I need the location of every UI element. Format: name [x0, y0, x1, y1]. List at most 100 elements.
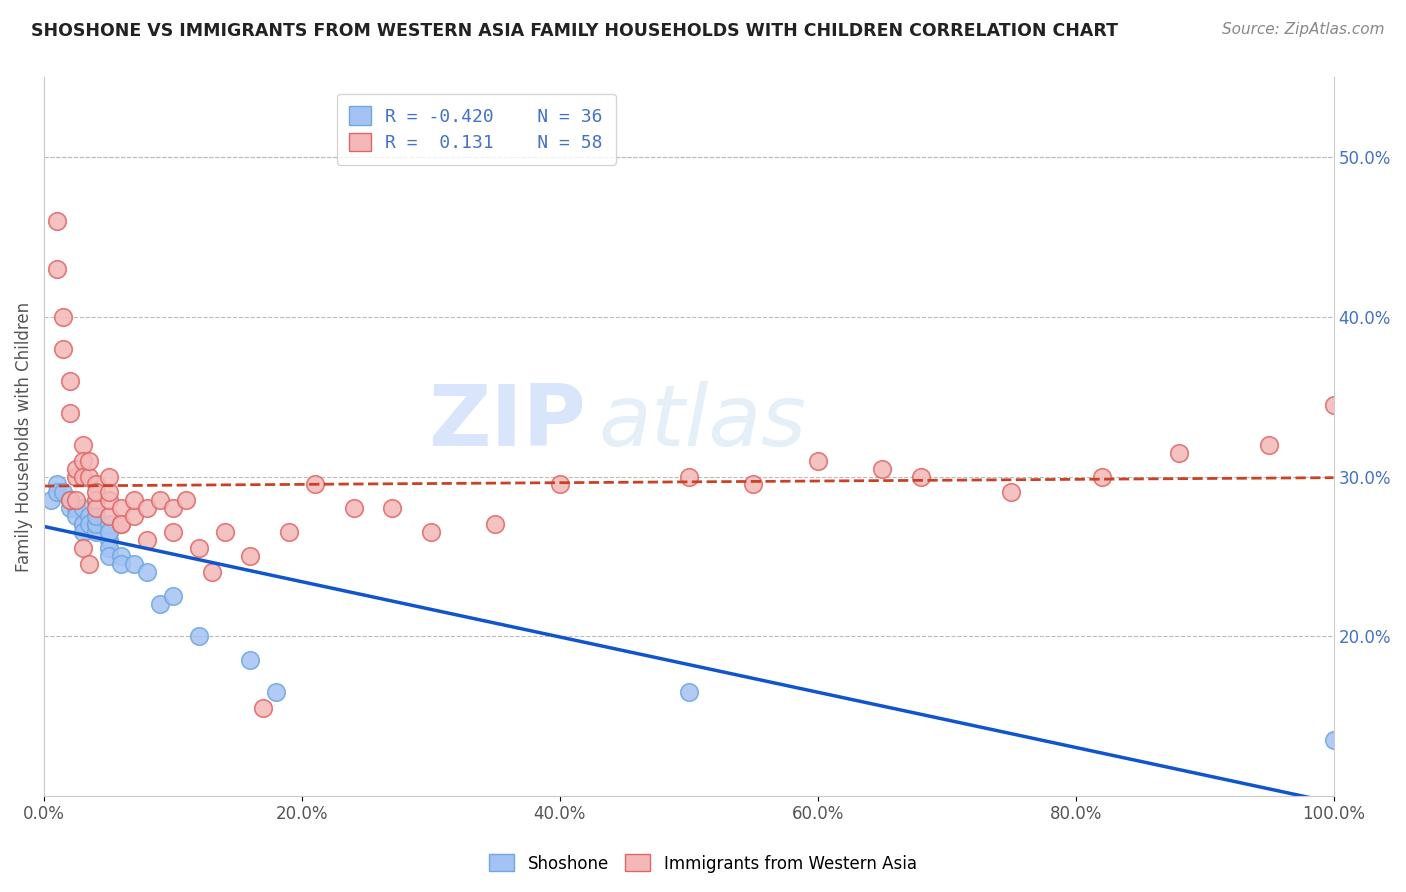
- Point: [65, 469, 87, 483]
- Point: [110, 517, 132, 532]
- Point: [136, 533, 159, 548]
- Point: [548, 477, 571, 491]
- Point: [97, 469, 120, 483]
- Point: [124, 509, 146, 524]
- Point: [1000, 485, 1022, 500]
- Point: [381, 501, 404, 516]
- Point: [678, 685, 700, 699]
- Point: [807, 453, 830, 467]
- Point: [110, 558, 132, 572]
- Point: [77, 517, 100, 532]
- Point: [97, 549, 120, 564]
- Point: [97, 541, 120, 556]
- Point: [174, 493, 197, 508]
- Text: ZIP: ZIP: [427, 381, 586, 464]
- Point: [77, 509, 100, 524]
- Point: [84, 493, 107, 508]
- Point: [84, 525, 107, 540]
- Point: [162, 525, 184, 540]
- Point: [52, 310, 75, 324]
- Point: [136, 566, 159, 580]
- Point: [201, 566, 224, 580]
- Point: [59, 493, 82, 508]
- Point: [187, 541, 209, 556]
- Point: [97, 525, 120, 540]
- Point: [84, 485, 107, 500]
- Text: Source: ZipAtlas.com: Source: ZipAtlas.com: [1222, 22, 1385, 37]
- Point: [84, 517, 107, 532]
- Point: [72, 437, 94, 451]
- Legend: R = -0.420    N = 36, R =  0.131    N = 58: R = -0.420 N = 36, R = 0.131 N = 58: [336, 94, 616, 165]
- Point: [124, 493, 146, 508]
- Point: [420, 525, 443, 540]
- Point: [872, 461, 894, 475]
- Point: [65, 501, 87, 516]
- Point: [72, 469, 94, 483]
- Point: [239, 653, 262, 667]
- Point: [46, 485, 69, 500]
- Point: [742, 477, 765, 491]
- Point: [72, 517, 94, 532]
- Point: [678, 469, 700, 483]
- Point: [239, 549, 262, 564]
- Point: [1323, 398, 1346, 412]
- Point: [77, 469, 100, 483]
- Point: [97, 517, 120, 532]
- Point: [59, 406, 82, 420]
- Point: [84, 501, 107, 516]
- Point: [484, 517, 506, 532]
- Point: [124, 558, 146, 572]
- Point: [72, 517, 94, 532]
- Point: [97, 509, 120, 524]
- Point: [1167, 445, 1189, 459]
- Point: [65, 509, 87, 524]
- Point: [65, 493, 87, 508]
- Point: [187, 629, 209, 643]
- Point: [59, 374, 82, 388]
- Point: [59, 501, 82, 516]
- Point: [77, 558, 100, 572]
- Point: [65, 461, 87, 475]
- Y-axis label: Family Households with Children: Family Households with Children: [15, 301, 32, 572]
- Point: [1323, 732, 1346, 747]
- Point: [97, 485, 120, 500]
- Point: [59, 493, 82, 508]
- Text: atlas: atlas: [599, 381, 807, 464]
- Point: [278, 525, 301, 540]
- Point: [110, 549, 132, 564]
- Point: [84, 477, 107, 491]
- Point: [342, 501, 364, 516]
- Point: [304, 477, 326, 491]
- Point: [136, 501, 159, 516]
- Point: [59, 493, 82, 508]
- Point: [110, 501, 132, 516]
- Point: [1090, 469, 1112, 483]
- Point: [162, 589, 184, 603]
- Point: [97, 493, 120, 508]
- Point: [110, 517, 132, 532]
- Point: [162, 501, 184, 516]
- Point: [97, 533, 120, 548]
- Point: [52, 342, 75, 356]
- Point: [252, 701, 274, 715]
- Point: [72, 525, 94, 540]
- Point: [72, 453, 94, 467]
- Point: [46, 262, 69, 277]
- Text: SHOSHONE VS IMMIGRANTS FROM WESTERN ASIA FAMILY HOUSEHOLDS WITH CHILDREN CORRELA: SHOSHONE VS IMMIGRANTS FROM WESTERN ASIA…: [31, 22, 1118, 40]
- Point: [264, 685, 287, 699]
- Point: [39, 493, 62, 508]
- Point: [910, 469, 932, 483]
- Point: [149, 597, 172, 611]
- Point: [72, 541, 94, 556]
- Point: [46, 214, 69, 228]
- Legend: Shoshone, Immigrants from Western Asia: Shoshone, Immigrants from Western Asia: [482, 847, 924, 880]
- Point: [72, 501, 94, 516]
- Point: [214, 525, 236, 540]
- Point: [77, 453, 100, 467]
- Point: [84, 517, 107, 532]
- Point: [84, 509, 107, 524]
- Point: [97, 525, 120, 540]
- Point: [52, 485, 75, 500]
- Point: [46, 477, 69, 491]
- Point: [149, 493, 172, 508]
